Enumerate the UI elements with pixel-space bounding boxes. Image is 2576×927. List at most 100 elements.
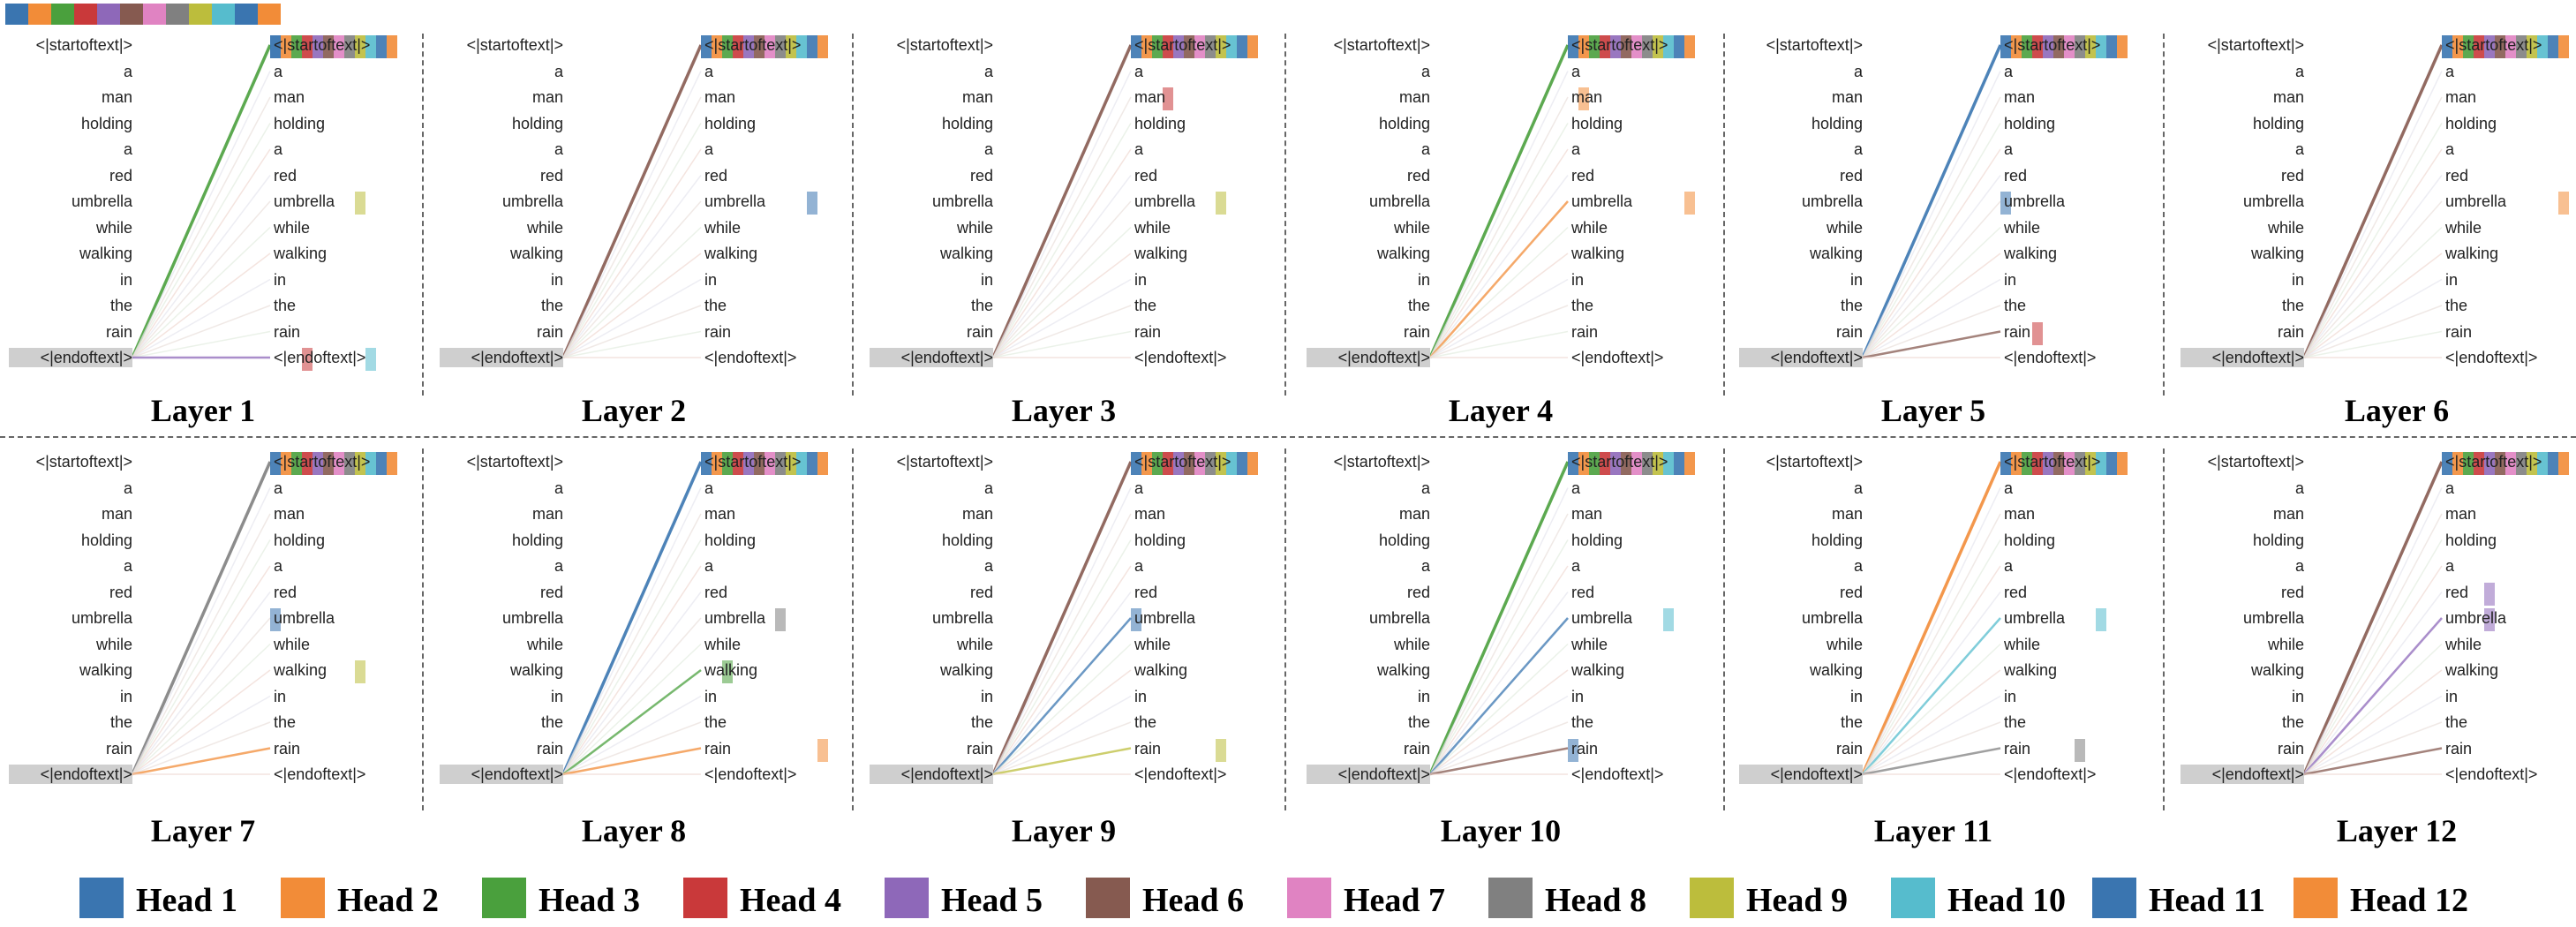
layer-title: Layer 8 <box>581 813 687 848</box>
target-token: <|endoftext|> <box>2445 349 2538 366</box>
attention-lines <box>1428 461 1570 776</box>
attention-line <box>1862 487 2001 775</box>
target-token: umbrella <box>2004 609 2066 627</box>
attention-line <box>1429 226 1569 358</box>
target-token: man <box>1571 505 1603 523</box>
head-cell-hot <box>2558 192 2569 215</box>
source-token: man <box>531 505 563 523</box>
head-cell-start <box>1247 452 1258 475</box>
legend-label: Head 11 <box>2149 882 2265 919</box>
attention-line <box>1429 96 1569 358</box>
attention-line <box>132 617 271 775</box>
head-cell-start <box>2000 452 2011 475</box>
target-token: the <box>2004 713 2027 731</box>
source-token: a <box>554 557 563 575</box>
target-token: holding <box>2004 114 2056 132</box>
attention-line <box>132 565 271 775</box>
legend-swatch <box>2092 878 2136 918</box>
target-token: man <box>274 505 305 523</box>
target-token: in <box>1571 270 1585 289</box>
target-token: holding <box>1571 531 1623 549</box>
source-token: <|endoftext|> <box>1307 348 1430 367</box>
target-token: while <box>2445 218 2482 237</box>
head-cell-start <box>1600 452 1610 475</box>
head-color-palette <box>5 4 281 25</box>
attention-line <box>1429 175 1569 358</box>
target-token: while <box>1571 218 1608 237</box>
divider-v-7 <box>852 448 854 810</box>
target-token: a <box>1571 62 1581 80</box>
attention-line <box>1862 695 2001 775</box>
source-token: walking <box>509 661 563 679</box>
target-token: rain <box>704 322 732 341</box>
attention-line <box>2303 278 2443 358</box>
head-cell-start <box>786 452 796 475</box>
target-token: the <box>704 297 727 314</box>
layer-panel: <|startoftext|> <|startoftext|> a a man man ho… <box>431 32 846 428</box>
source-token: rain <box>1403 322 1430 341</box>
attention-line <box>2303 175 2443 358</box>
layer-title: Layer 12 <box>2336 813 2458 848</box>
source-token: in <box>980 687 993 705</box>
source-token: walking <box>939 661 993 679</box>
source-token: man <box>101 505 132 523</box>
head-cell-start <box>2516 35 2527 58</box>
source-token: rain <box>1835 739 1863 757</box>
attention-line <box>562 747 702 776</box>
target-token: a <box>2004 479 2014 497</box>
target-token: the <box>704 713 727 731</box>
attention-line <box>562 539 702 775</box>
head-cell-start <box>2053 35 2064 58</box>
target-token: umbrella <box>2004 192 2066 210</box>
attention-line <box>992 96 1132 358</box>
head-cell-start <box>2011 452 2022 475</box>
head-cell-hot <box>1684 192 1695 215</box>
attention-line <box>132 669 271 775</box>
head-cell-start <box>1226 452 1237 475</box>
attention-line <box>562 200 702 358</box>
source-token: red <box>2280 583 2304 601</box>
source-token: walking <box>509 245 563 262</box>
target-token: man <box>2445 505 2477 523</box>
head-cell-start <box>2075 35 2085 58</box>
attention-line <box>992 617 1132 775</box>
attention-line <box>1862 513 2001 775</box>
target-token: rain <box>1134 322 1162 341</box>
attention-line <box>132 200 271 358</box>
head-cell-start <box>807 35 817 58</box>
source-token: umbrella <box>1368 609 1430 627</box>
source-token: <|endoftext|> <box>870 348 993 367</box>
head-cell-start <box>712 35 722 58</box>
target-token: in <box>704 687 718 705</box>
attention-line <box>132 539 271 775</box>
target-token: a <box>2445 140 2455 158</box>
head-cell-hot <box>2032 321 2043 345</box>
head-cell-start <box>365 452 376 475</box>
head-cell-start <box>765 452 775 475</box>
attention-line <box>992 721 1132 775</box>
attention-line <box>132 148 271 358</box>
target-token: while <box>2004 635 2041 653</box>
head-cell-start <box>344 452 355 475</box>
source-token: <|startoftext|> <box>35 36 132 54</box>
target-token: a <box>274 479 283 497</box>
target-token: <|endoftext|> <box>1571 765 1664 783</box>
attention-line <box>992 148 1132 358</box>
source-token: red <box>1406 583 1430 601</box>
head-cell-start <box>2537 35 2548 58</box>
source-token: walking <box>2250 245 2304 262</box>
source-token: umbrella <box>931 609 993 627</box>
target-token: <|endoftext|> <box>1134 765 1227 783</box>
target-token: a <box>274 140 283 158</box>
head-cell-start <box>2117 452 2128 475</box>
source-token: <|startoftext|> <box>1766 453 1863 471</box>
divider-v-3 <box>1284 34 1286 396</box>
attention-line <box>1429 695 1569 775</box>
legend-label: Head 4 <box>740 882 842 919</box>
target-token: a <box>2445 557 2455 575</box>
divider-v-5 <box>2163 34 2165 396</box>
attention-line <box>1429 252 1569 358</box>
target-token: holding <box>2004 531 2056 549</box>
head-cell-start <box>2484 452 2495 475</box>
target-token: red <box>1571 166 1595 185</box>
